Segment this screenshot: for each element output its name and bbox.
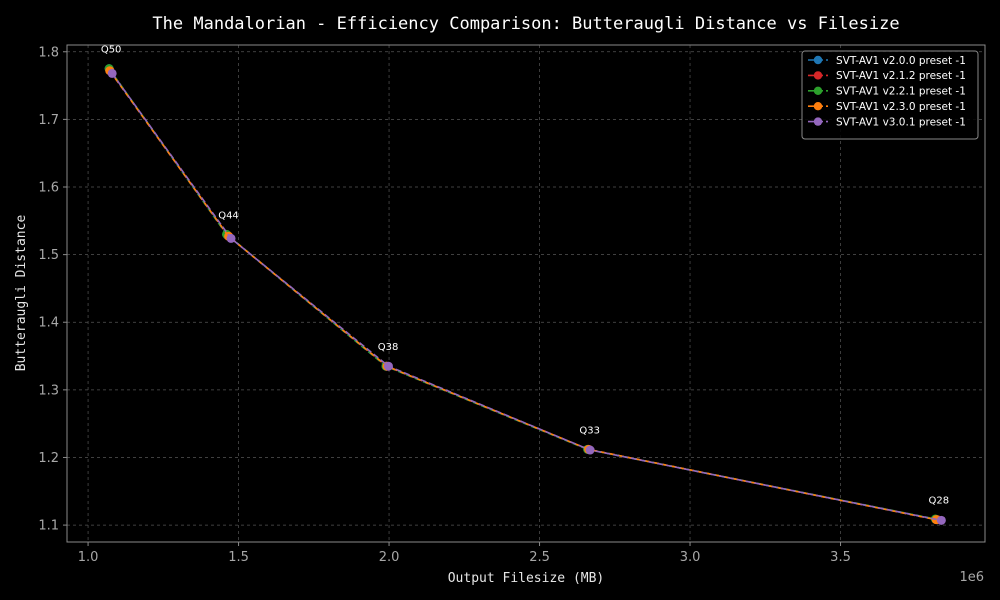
legend-marker [813,71,823,80]
x-tick-label: 2.0 [379,550,400,565]
y-tick-label: 1.7 [38,113,59,128]
legend-label: SVT-AV1 v3.0.1 preset -1 [836,116,966,128]
x-tick-label: 3.0 [680,550,701,565]
y-tick-label: 1.6 [38,181,59,196]
data-point [585,445,595,455]
quality-label: Q50 [101,45,122,56]
quality-label: Q44 [218,210,239,221]
legend-item: SVT-AV1 v3.0.1 preset -1 [808,116,966,128]
y-tick-label: 1.4 [38,316,59,331]
data-point [226,233,236,243]
quality-label: Q38 [378,342,399,353]
chart-title: The Mandalorian - Efficiency Comparison:… [152,14,899,34]
legend-item: SVT-AV1 v2.1.2 preset -1 [808,70,966,82]
legend-label: SVT-AV1 v2.1.2 preset -1 [836,70,966,82]
quality-label: Q28 [929,496,950,507]
legend-marker [813,102,823,111]
legend-marker [813,55,823,65]
x-axis-label: Output Filesize (MB) [448,571,605,586]
legend-item: SVT-AV1 v2.0.0 preset -1 [808,55,966,67]
x-tick-label: 1.0 [78,550,99,565]
x-axis-offset-label: 1e6 [959,570,984,585]
y-tick-label: 1.3 [38,383,59,398]
data-point [936,515,946,525]
legend-marker [813,86,823,96]
legend-marker [813,117,823,126]
series-4 [107,68,946,525]
x-tick-label: 3.5 [830,550,851,565]
quality-label: Q33 [579,425,600,436]
x-tick-label: 2.5 [529,550,550,565]
y-axis-label: Butteraugli Distance [14,215,29,372]
y-tick-label: 1.5 [38,248,59,263]
quality-labels: Q50 Q44 Q38 Q33 Q28 [101,45,949,507]
legend-item: SVT-AV1 v2.3.0 preset -1 [808,101,966,113]
legend-label: SVT-AV1 v2.0.0 preset -1 [836,55,966,67]
y-tick-label: 1.2 [38,451,59,466]
x-tick-label: 1.5 [228,550,249,565]
legend-box [801,50,979,140]
plot-frame [66,44,986,543]
legend-label: SVT-AV1 v2.3.0 preset -1 [836,101,966,113]
data-point [383,361,393,371]
data-point [107,68,117,78]
y-tick-label: 1.1 [38,519,59,534]
legend-label: SVT-AV1 v2.2.1 preset -1 [836,86,966,98]
legend-item: SVT-AV1 v2.2.1 preset -1 [808,86,966,98]
legend: SVT-AV1 v2.0.0 preset -1 SVT-AV1 v2.1.2 p… [801,50,979,140]
y-tick-label: 1.8 [38,45,59,60]
series-layer [104,64,946,525]
tick-layer: 1.0 1.5 2.0 2.5 3.0 3.5 1.1 1.2 1.3 1.4 1.5 1.6 1.7 1… [38,45,851,565]
